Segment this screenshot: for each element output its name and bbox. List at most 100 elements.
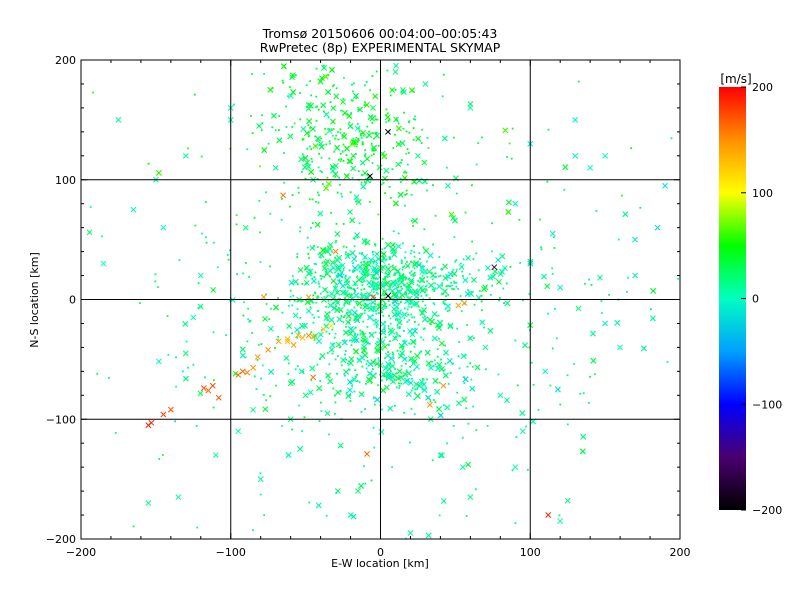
data-point-dot: [516, 384, 519, 387]
data-point-cross: [309, 365, 316, 372]
data-point-dot: [431, 360, 434, 363]
data-point-dot: [344, 274, 347, 277]
data-point-dot: [299, 118, 302, 121]
data-point-dot: [388, 285, 391, 288]
data-point-dot: [404, 194, 407, 196]
data-point-dot: [431, 459, 434, 462]
data-point-cross: [501, 265, 508, 272]
data-point-dot: [551, 267, 554, 270]
data-point-dot: [316, 363, 319, 366]
data-point-dot: [505, 282, 508, 285]
data-point-dot: [313, 262, 316, 265]
data-point-dot: [351, 385, 353, 387]
data-point-cross: [341, 339, 348, 346]
data-point-cross: [381, 153, 388, 160]
data-point-dot: [452, 288, 455, 291]
data-point-cross: [366, 279, 373, 286]
data-point-dot: [404, 170, 407, 173]
data-point-cross: [321, 265, 328, 272]
data-point-dot: [355, 136, 358, 139]
data-point-cross: [408, 355, 414, 362]
data-point-cross: [461, 300, 468, 307]
data-point-dot: [311, 313, 314, 316]
data-point-dot: [515, 436, 518, 438]
data-point-dot: [178, 259, 181, 262]
data-point-dot: [193, 93, 196, 96]
data-point-dot: [434, 282, 436, 285]
data-point-dot: [364, 274, 366, 277]
data-point-dot: [437, 275, 440, 278]
data-point-dot: [414, 118, 417, 121]
data-point-dot: [339, 152, 342, 155]
data-point-cross: [359, 354, 366, 361]
data-point-cross: [649, 315, 656, 322]
data-point-dot: [278, 115, 281, 117]
data-point-dot: [414, 115, 416, 118]
data-point-dot: [396, 286, 399, 289]
data-point-dot: [447, 284, 449, 287]
data-point-cross: [564, 497, 571, 504]
grid-lines: [81, 60, 680, 539]
data-point-cross: [384, 114, 391, 121]
data-point-cross: [364, 177, 371, 184]
data-point-cross: [426, 268, 433, 275]
data-point-dot: [434, 401, 437, 404]
data-point-dot: [277, 335, 279, 338]
data-point-dot: [582, 392, 585, 395]
data-point-cross: [325, 89, 332, 96]
data-point-dot: [296, 253, 299, 255]
data-point-cross: [389, 246, 396, 252]
data-point-dot: [423, 327, 426, 330]
data-point-dot: [480, 136, 483, 139]
data-point-dot: [226, 254, 229, 256]
data-point-dot: [340, 364, 343, 367]
data-point-cross: [364, 302, 371, 309]
data-point-cross: [440, 382, 447, 389]
data-point-dot: [345, 391, 348, 394]
data-point-dot: [475, 488, 477, 491]
data-point-dot: [242, 314, 245, 317]
data-point-dot: [261, 364, 264, 367]
data-point-dot: [388, 304, 391, 306]
data-point-cross: [484, 264, 491, 271]
data-point-dot: [363, 309, 366, 312]
data-point-dot: [382, 255, 384, 258]
data-point-dot: [547, 312, 549, 315]
data-point-dot: [352, 270, 355, 273]
data-point-dot: [361, 284, 364, 287]
data-point-dot: [375, 263, 378, 266]
data-point-dot: [322, 64, 325, 67]
data-point-cross: [499, 268, 505, 275]
data-point-cross: [205, 387, 212, 394]
data-point-dot: [388, 288, 390, 291]
data-point-dot: [374, 131, 377, 134]
y-tick-label: 0: [69, 294, 76, 307]
data-point-cross: [380, 251, 387, 257]
data-point-dot: [372, 314, 374, 317]
data-point-dot: [374, 331, 377, 334]
data-point-cross: [320, 326, 327, 333]
data-point-dot: [389, 340, 391, 343]
data-point-dot: [398, 327, 401, 330]
data-point-dot: [263, 514, 266, 516]
data-point-dot: [331, 129, 333, 131]
data-point-dot: [333, 150, 336, 153]
data-point-cross: [590, 357, 597, 364]
data-point-dot: [526, 468, 529, 471]
data-point-dot: [455, 285, 458, 288]
data-point-cross: [374, 360, 381, 367]
data-point-dot: [384, 281, 387, 284]
data-point-dot: [337, 355, 339, 358]
data-point-dot: [398, 334, 401, 337]
data-point-dot: [268, 265, 271, 268]
data-point-cross: [268, 368, 275, 375]
data-point-dot: [361, 313, 364, 315]
data-point-dot: [315, 95, 318, 98]
data-point-dot: [281, 425, 283, 427]
data-point-dot: [445, 285, 448, 288]
data-point-dot: [410, 270, 413, 273]
data-point-dot: [506, 156, 508, 158]
data-point-cross: [370, 372, 377, 379]
data-point-cross: [462, 277, 469, 284]
